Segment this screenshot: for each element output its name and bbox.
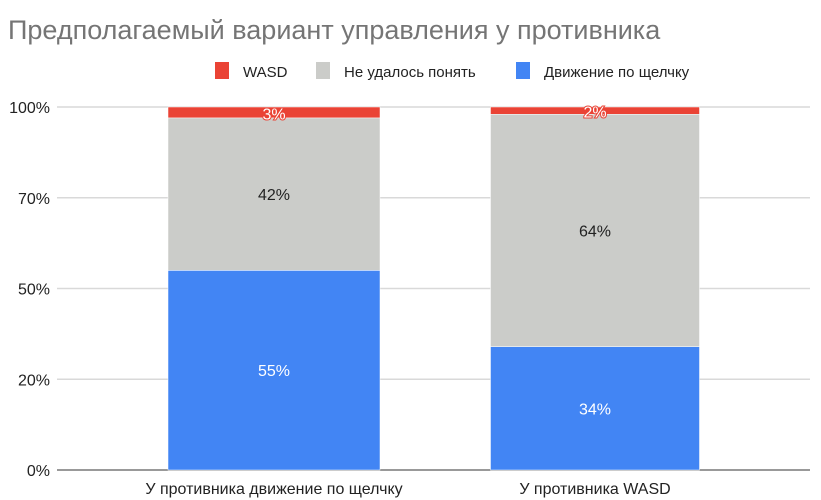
data-label: 64% (579, 223, 611, 240)
bar-segment[interactable] (490, 106, 700, 115)
data-label: 34% (579, 401, 611, 418)
bar-segment[interactable] (490, 346, 700, 471)
data-label: 3% (262, 106, 285, 123)
y-tick-label: 70% (18, 191, 50, 208)
legend-label: WASD (243, 64, 288, 81)
legend-swatch (215, 62, 229, 79)
bar-segment[interactable] (490, 114, 700, 347)
legend-swatch (516, 62, 530, 79)
bar-segment[interactable] (167, 106, 381, 119)
y-tick-label: 50% (18, 282, 50, 299)
bar-segment[interactable] (167, 117, 381, 271)
bar-segment[interactable] (167, 270, 381, 471)
legend-swatch (316, 62, 330, 79)
legend-label: Движение по щелчку (544, 64, 690, 81)
data-label: 42% (258, 187, 290, 204)
data-label: 2% (583, 105, 606, 122)
y-tick-label: 20% (18, 372, 50, 389)
y-tick-label: 0% (27, 463, 50, 480)
x-category-label: У противника WASD (519, 481, 670, 498)
bars: 55% 42% 3% 34% 64% 2% (167, 104, 700, 471)
category-labels: У противника движение по щелчку У противн… (145, 481, 670, 498)
x-category-label: У противника движение по щелчку (145, 481, 402, 498)
chart-title: Предполагаемый вариант управления у прот… (8, 15, 661, 45)
y-tick-label: 100% (9, 100, 50, 117)
legend: WASD Не удалось понять Движение по щелчку (215, 62, 690, 81)
data-label: 55% (258, 363, 290, 380)
legend-label: Не удалось понять (344, 64, 476, 81)
